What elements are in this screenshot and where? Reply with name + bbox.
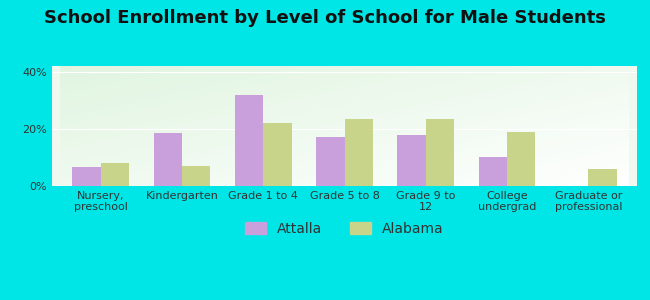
Bar (478, 158, 507, 186)
Bar (263, 123, 292, 186)
Bar (397, 135, 426, 186)
Bar (153, 133, 182, 186)
Legend: Attalla, Alabama: Attalla, Alabama (240, 216, 449, 242)
Bar (235, 94, 263, 186)
Bar (507, 132, 536, 186)
Bar (316, 137, 344, 186)
Bar (72, 167, 101, 186)
Bar (344, 119, 373, 186)
Bar (588, 169, 617, 186)
Text: School Enrollment by Level of School for Male Students: School Enrollment by Level of School for… (44, 9, 606, 27)
Bar (101, 163, 129, 186)
Bar (182, 166, 211, 186)
Bar (426, 119, 454, 186)
